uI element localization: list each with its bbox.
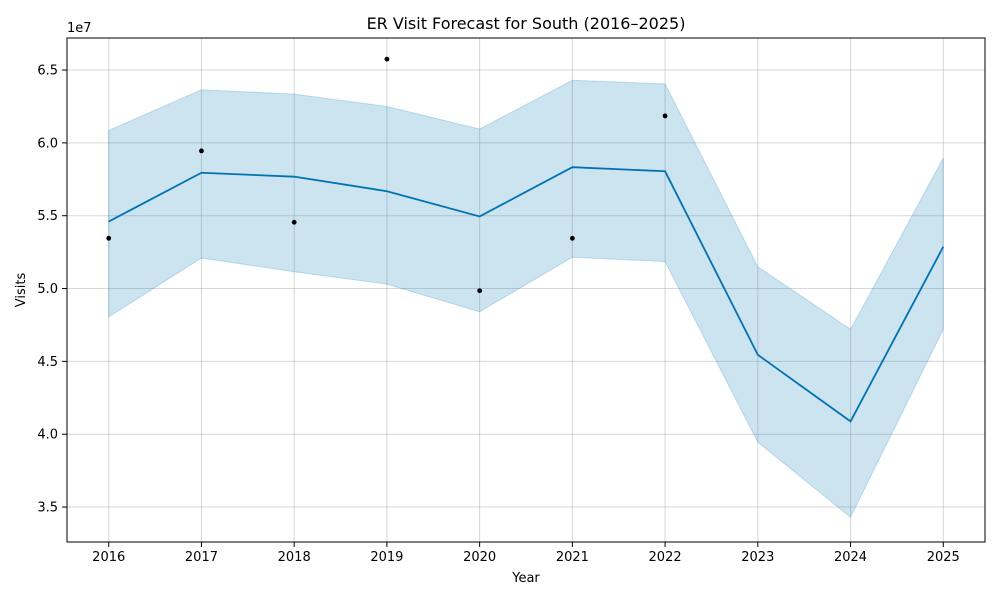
actual-data-point (106, 235, 112, 241)
y-tick-label: 5.0 (37, 282, 58, 297)
actual-data-point (569, 235, 575, 241)
actual-data-point (291, 219, 297, 225)
x-tick-label: 2025 (927, 550, 960, 565)
actual-points-layer (106, 56, 668, 294)
x-tick-label: 2016 (92, 550, 125, 565)
y-tick-label: 6.5 (37, 64, 58, 79)
actual-data-point (199, 148, 204, 154)
x-tick-label: 2020 (463, 550, 496, 565)
x-tick-label: 2024 (834, 550, 867, 565)
y-axis-offset-label: 1e7 (67, 21, 92, 36)
forecast-line (108, 166, 945, 423)
x-tick-label: 2022 (649, 550, 682, 565)
y-tick-label: 4.0 (37, 428, 58, 443)
y-tick-label: 6.0 (37, 136, 58, 151)
y-tick-label: 5.5 (37, 209, 58, 224)
actual-data-point (477, 288, 483, 294)
x-tick-label: 2019 (370, 550, 403, 565)
uncertainty-band-layer (108, 79, 944, 519)
plot-frame (66, 37, 986, 543)
chart-title: ER Visit Forecast for South (2016–2025) (367, 14, 686, 33)
forecast-line-layer (108, 166, 945, 423)
y-tick-label: 3.5 (37, 501, 58, 516)
x-tick-label: 2023 (741, 550, 774, 565)
y-axis-ticks: 3.5 4.0 4.5 5.0 5.5 6.0 6.5 (37, 64, 67, 516)
y-tick-label: 4.5 (37, 355, 58, 370)
actual-data-point (662, 113, 668, 119)
x-axis-label: Year (511, 571, 540, 586)
uncertainty-band (108, 79, 944, 519)
x-tick-label: 2018 (278, 550, 311, 565)
x-tick-label: 2021 (556, 550, 589, 565)
x-tick-label: 2017 (185, 550, 218, 565)
grid (67, 38, 985, 542)
y-axis-label: Visits (14, 273, 29, 308)
x-axis-ticks: 2016 2017 2018 2019 2020 2021 2022 2023 2024 2025 (92, 542, 960, 565)
actual-data-point (384, 56, 390, 62)
